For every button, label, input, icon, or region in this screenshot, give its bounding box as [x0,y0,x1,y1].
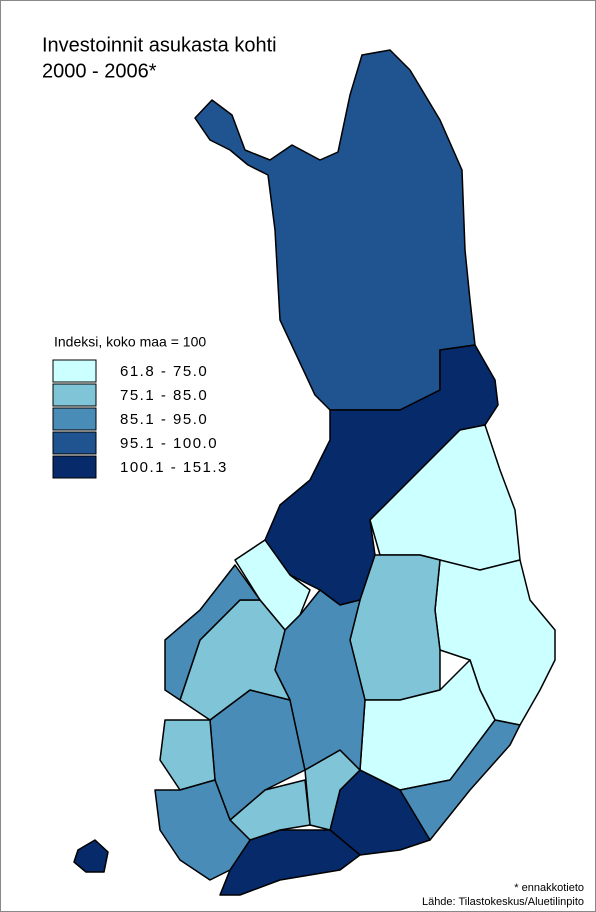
region [73,839,109,873]
legend-swatch [52,383,97,407]
title-line: 2000 - 2006* [42,60,157,82]
legend-label: 75.1 - 85.0 [120,387,208,404]
source: Lähde: Tilastokeskus/Aluetilinpito [422,896,584,908]
map [73,49,556,896]
legend-title: Indeksi, koko maa = 100 [54,334,206,350]
region [154,779,251,881]
legend-swatch [52,455,97,479]
title-line: Investoinnit asukasta kohti [42,34,277,56]
region [434,559,556,726]
legend-label: 100.1 - 151.3 [120,459,228,476]
legend-swatch [52,431,97,455]
legend-label: 95.1 - 100.0 [120,435,218,452]
legend-label: 61.8 - 75.0 [120,363,208,380]
region [194,49,476,411]
region [164,564,261,701]
legend-label: 85.1 - 95.0 [120,411,208,428]
footnote: * ennakkotieto [514,882,584,894]
legend-swatch [52,407,97,431]
legend: 61.8 - 75.0 75.1 - 85.0 85.1 - 95.0 95.1 - … [52,359,228,479]
legend-swatch [52,359,97,383]
